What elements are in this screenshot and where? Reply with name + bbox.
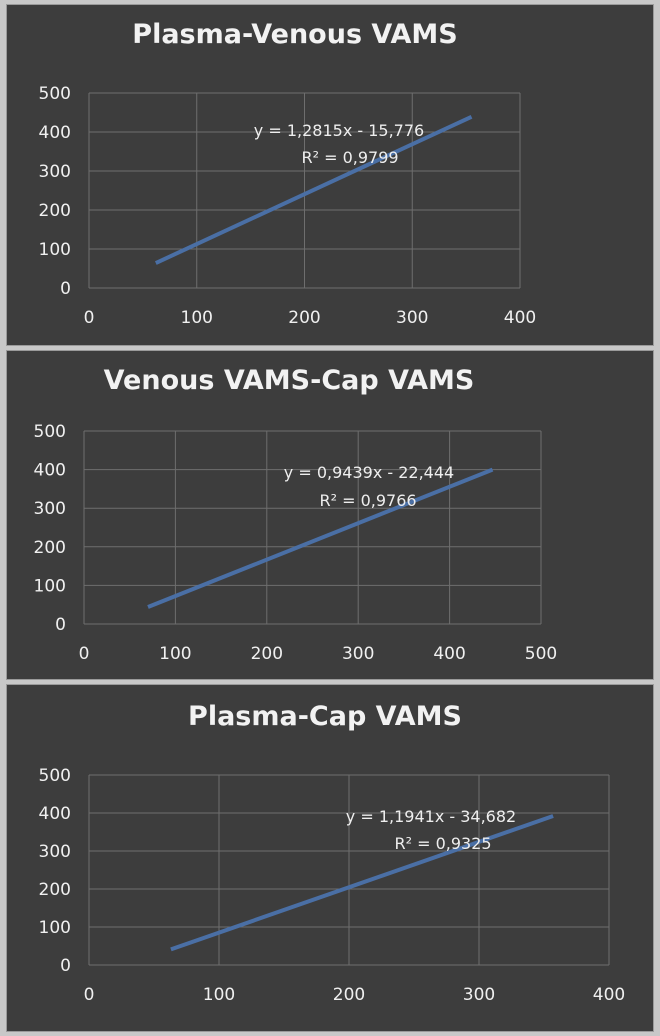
equation-label: y = 0,9439x - 22,444 (284, 463, 454, 482)
trendline (154, 114, 473, 265)
r-squared-label: R² = 0,9766 (319, 491, 416, 510)
chart-venous-cap: Venous VAMS-Cap VAMS 0 100 200 300 400 500 0 1… (34, 365, 558, 664)
y-tick-label: 500 (39, 84, 71, 104)
y-tick-label: 300 (39, 842, 71, 862)
x-tick-label: 400 (433, 644, 465, 664)
chart-panel-plasma-cap: Plasma-Cap VAMS 0 100 200 300 400 500 0 100 200… (6, 684, 654, 1032)
x-tick-label: 200 (251, 644, 283, 664)
y-tick-label: 200 (39, 880, 71, 900)
x-tick-labels: 0 100 200 300 400 (84, 985, 626, 1005)
x-tick-label: 400 (504, 308, 536, 328)
grid (88, 92, 521, 289)
x-tick-label: 300 (396, 308, 428, 328)
chart-title: Plasma-Venous VAMS (132, 19, 457, 50)
y-tick-labels: 0 100 200 300 400 500 (39, 84, 71, 299)
x-tick-label: 300 (463, 985, 495, 1005)
grid (88, 774, 610, 966)
y-tick-label: 100 (39, 240, 71, 260)
x-tick-label: 200 (288, 308, 320, 328)
y-tick-label: 200 (39, 201, 71, 221)
y-tick-label: 400 (34, 461, 66, 481)
chart-title: Plasma-Cap VAMS (188, 701, 462, 732)
x-tick-label: 300 (342, 644, 374, 664)
y-tick-label: 0 (55, 615, 66, 635)
y-tick-label: 200 (34, 538, 66, 558)
x-tick-label: 400 (593, 985, 625, 1005)
x-tick-label: 0 (79, 644, 90, 664)
x-tick-label: 0 (84, 985, 95, 1005)
y-tick-labels: 0 100 200 300 400 500 (34, 422, 66, 635)
x-tick-label: 0 (84, 308, 95, 328)
y-tick-label: 400 (39, 804, 71, 824)
y-tick-label: 300 (39, 162, 71, 182)
y-tick-label: 100 (39, 918, 71, 938)
x-tick-label: 200 (333, 985, 365, 1005)
y-tick-label: 500 (39, 766, 71, 786)
x-tick-label: 500 (525, 644, 557, 664)
trendline (147, 467, 494, 609)
y-tick-label: 400 (39, 123, 71, 143)
x-tick-labels: 0 100 200 300 400 500 (79, 644, 558, 664)
y-tick-label: 300 (34, 499, 66, 519)
r-squared-label: R² = 0,9799 (301, 148, 398, 167)
grid (83, 430, 542, 625)
chart-panel-venous-cap: Venous VAMS-Cap VAMS 0 100 200 300 400 500 0 1… (6, 350, 654, 680)
chart-panel-plasma-venous: Plasma-Venous VAMS 0 100 200 300 400 500 0 100… (6, 4, 654, 346)
equation-label: y = 1,2815x - 15,776 (254, 121, 424, 140)
x-tick-label: 100 (181, 308, 213, 328)
y-tick-label: 500 (34, 422, 66, 442)
trendline (170, 814, 554, 952)
x-tick-label: 100 (159, 644, 191, 664)
chart-plasma-venous: Plasma-Venous VAMS 0 100 200 300 400 500 0 100… (39, 19, 537, 328)
chart-plasma-cap: Plasma-Cap VAMS 0 100 200 300 400 500 0 100 200… (39, 701, 626, 1005)
r-squared-label: R² = 0,9325 (394, 834, 491, 853)
x-tick-label: 100 (203, 985, 235, 1005)
y-tick-label: 100 (34, 576, 66, 596)
x-tick-labels: 0 100 200 300 400 (84, 308, 537, 328)
y-tick-labels: 0 100 200 300 400 500 (39, 766, 71, 976)
y-tick-label: 0 (60, 956, 71, 976)
y-tick-label: 0 (60, 279, 71, 299)
equation-label: y = 1,1941x - 34,682 (346, 807, 516, 826)
chart-title: Venous VAMS-Cap VAMS (104, 365, 475, 396)
